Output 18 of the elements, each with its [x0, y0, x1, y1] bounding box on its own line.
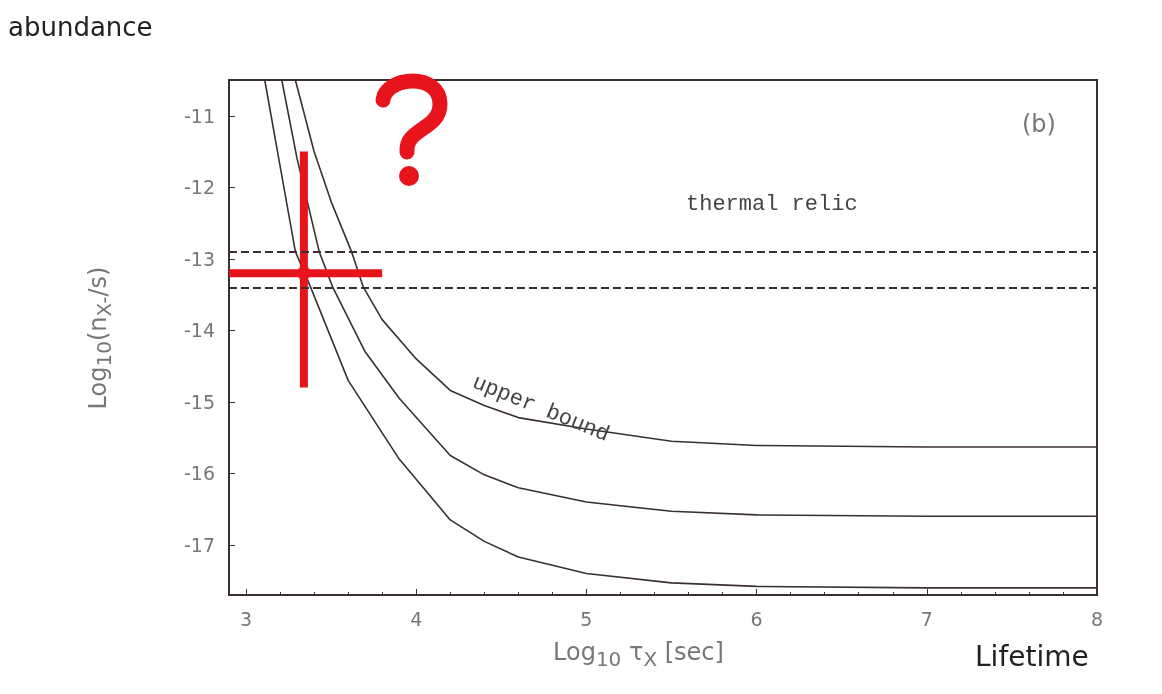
x-tick-label: 8 — [1090, 607, 1104, 630]
y-tick-label: -15 — [183, 390, 215, 413]
annotation: thermal relic — [686, 192, 858, 217]
text: Lifetime — [975, 640, 1089, 673]
x-tick-label: 7 — [920, 607, 933, 630]
x-tick-label: 5 — [580, 607, 593, 630]
y-tick-label: -17 — [183, 533, 215, 556]
y-tick-label: -13 — [183, 247, 215, 270]
y-tick-label: -12 — [183, 176, 215, 199]
x-tick-label: 3 — [239, 607, 253, 630]
x-tick-label: 4 — [410, 607, 423, 630]
y-tick-label: -11 — [183, 104, 215, 127]
annotation: (b) — [1022, 110, 1056, 138]
x-axis-title: Log$_{10}$ τ$_{X}$ [sec] — [553, 638, 724, 671]
text: abundance — [8, 12, 153, 42]
y-tick-label: -14 — [183, 319, 215, 342]
x-tick-label: 6 — [750, 607, 763, 630]
y-tick-label: -16 — [183, 462, 215, 485]
